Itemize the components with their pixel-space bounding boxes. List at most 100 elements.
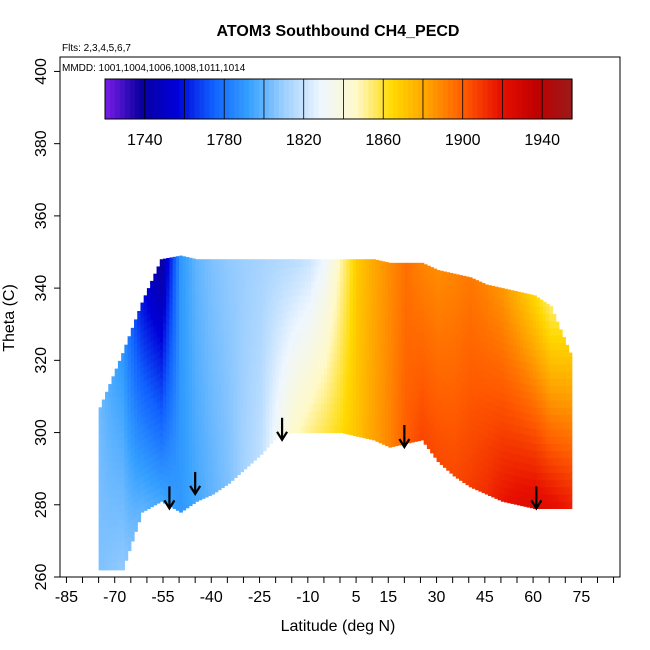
field-cell bbox=[227, 317, 232, 325]
field-cell bbox=[175, 293, 180, 302]
field-cell bbox=[217, 417, 222, 426]
field-cell bbox=[137, 471, 142, 479]
field-cell bbox=[111, 396, 116, 405]
field-cell bbox=[433, 449, 438, 458]
field-cell bbox=[275, 371, 280, 379]
field-cell bbox=[497, 405, 502, 414]
field-cell bbox=[504, 314, 508, 322]
field-cell bbox=[529, 406, 534, 415]
field-cell bbox=[542, 450, 547, 459]
field-cell bbox=[484, 306, 489, 314]
field-cell bbox=[356, 428, 360, 437]
field-cell bbox=[134, 319, 138, 323]
field-cell bbox=[539, 465, 544, 473]
field-cell bbox=[117, 468, 122, 477]
field-cell bbox=[101, 432, 106, 441]
field-cell bbox=[130, 396, 135, 405]
field-cell bbox=[179, 374, 183, 383]
field-cell bbox=[549, 428, 554, 437]
field-cell bbox=[188, 469, 193, 478]
field-cell bbox=[494, 447, 499, 456]
colorbar-swatch bbox=[194, 79, 200, 119]
field-cell bbox=[378, 260, 383, 263]
field-cell bbox=[410, 304, 415, 313]
field-cell bbox=[481, 319, 486, 327]
field-cell bbox=[545, 400, 550, 408]
field-cell bbox=[471, 423, 476, 431]
field-cell bbox=[156, 365, 161, 374]
field-cell bbox=[468, 342, 473, 351]
field-cell bbox=[446, 340, 451, 348]
field-cell bbox=[475, 316, 479, 325]
field-cell bbox=[301, 345, 306, 354]
field-cell bbox=[330, 288, 335, 296]
field-cell bbox=[362, 387, 367, 395]
field-cell bbox=[484, 450, 489, 459]
field-cell bbox=[262, 277, 267, 286]
field-cell bbox=[523, 311, 528, 320]
field-cell bbox=[253, 358, 257, 367]
field-cell bbox=[423, 278, 428, 286]
field-cell bbox=[201, 259, 206, 261]
field-cell bbox=[224, 283, 228, 291]
field-cell bbox=[478, 296, 483, 304]
field-cell bbox=[101, 540, 106, 549]
field-cell bbox=[117, 483, 122, 491]
field-cell bbox=[243, 389, 248, 398]
field-cell bbox=[159, 313, 164, 322]
field-cell bbox=[275, 356, 280, 365]
field-cell bbox=[256, 276, 261, 285]
field-cell bbox=[191, 279, 196, 288]
field-cell bbox=[478, 411, 483, 420]
field-cell bbox=[539, 428, 544, 437]
field-cell bbox=[211, 270, 216, 278]
field-cell bbox=[346, 412, 351, 421]
field-cell bbox=[179, 367, 183, 376]
colorbar-swatch bbox=[447, 79, 454, 119]
field-cell bbox=[401, 262, 405, 265]
field-cell bbox=[111, 512, 116, 520]
field-cell bbox=[256, 370, 261, 379]
field-cell bbox=[555, 378, 560, 387]
field-cell bbox=[307, 403, 312, 412]
field-cell bbox=[484, 392, 489, 401]
field-cell bbox=[433, 421, 438, 429]
field-cell bbox=[401, 350, 405, 359]
field-cell bbox=[446, 289, 451, 298]
field-cell bbox=[465, 354, 470, 363]
field-cell bbox=[185, 370, 190, 379]
field-cell bbox=[452, 447, 457, 455]
field-cell bbox=[558, 486, 563, 495]
field-cell bbox=[240, 312, 245, 321]
field-cell bbox=[462, 381, 467, 390]
field-cell bbox=[488, 473, 492, 482]
field-cell bbox=[195, 313, 199, 322]
field-cell bbox=[375, 340, 380, 348]
field-cell bbox=[220, 263, 225, 272]
field-cell bbox=[452, 331, 457, 340]
field-cell bbox=[349, 311, 354, 320]
field-cell bbox=[462, 280, 467, 288]
field-cell bbox=[462, 366, 467, 375]
field-cell bbox=[282, 348, 286, 356]
field-cell bbox=[288, 303, 293, 312]
field-cell bbox=[166, 280, 171, 289]
field-cell bbox=[381, 285, 386, 294]
field-cell bbox=[465, 390, 470, 399]
field-cell bbox=[497, 304, 502, 313]
field-cell bbox=[397, 365, 402, 374]
field-cell bbox=[533, 472, 537, 481]
field-cell bbox=[545, 436, 550, 444]
field-cell bbox=[269, 363, 274, 372]
field-cell bbox=[140, 338, 145, 347]
field-cell bbox=[497, 449, 502, 457]
field-cell bbox=[407, 384, 412, 393]
field-cell bbox=[269, 320, 274, 329]
field-cell bbox=[510, 474, 515, 483]
field-cell bbox=[446, 325, 451, 334]
field-cell bbox=[565, 465, 570, 473]
field-cell bbox=[121, 526, 125, 535]
field-cell bbox=[304, 317, 309, 325]
field-cell bbox=[542, 306, 547, 314]
field-cell bbox=[539, 327, 544, 336]
